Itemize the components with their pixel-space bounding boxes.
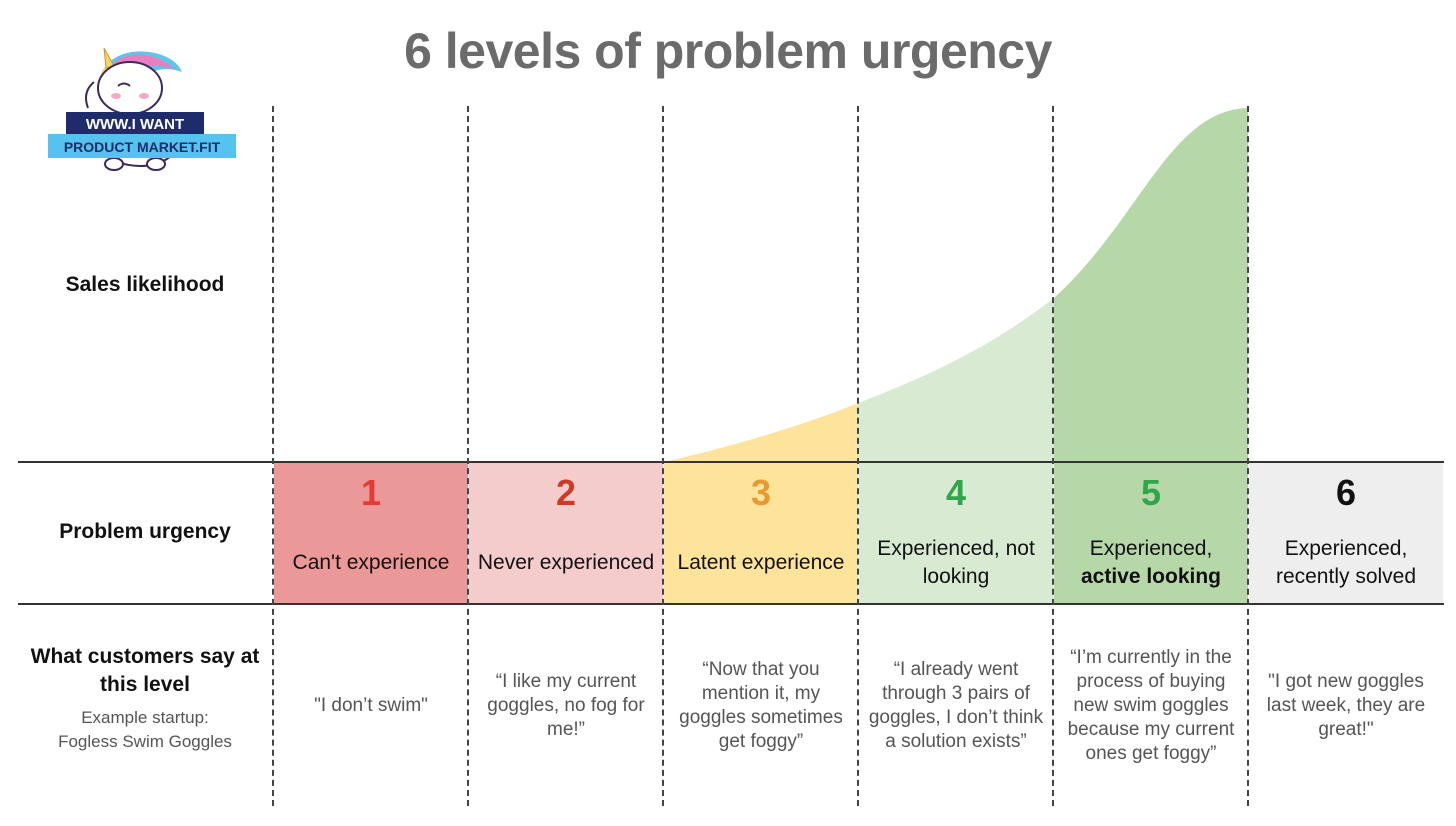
level-2-label: Never experienced	[477, 551, 655, 574]
level-4-quote-line: a solution exists”	[885, 731, 1027, 752]
level-6-cell	[1249, 463, 1443, 604]
column-divider	[272, 106, 274, 806]
sales-likelihood-label: Sales likelihood	[65, 273, 225, 296]
level-6-label-line1: Experienced,	[1284, 537, 1408, 560]
level-3-label: Latent experience	[677, 551, 845, 574]
level-4-quote-line: goggles, I don’t think	[868, 707, 1044, 728]
level-5-number: 5	[1140, 472, 1162, 513]
level-3-number: 3	[750, 472, 772, 513]
level-4-label-line1: Experienced, not	[877, 537, 1035, 560]
level-4-label-line2: looking	[922, 565, 990, 588]
level-5-quote-line: new swim goggles	[1073, 695, 1229, 716]
logo-line1: WWW.I WANT	[86, 116, 184, 133]
level-5-quote-line: “I’m currently in the	[1070, 647, 1232, 668]
column-divider	[662, 106, 664, 806]
logo-line2: PRODUCT MARKET.FIT	[64, 139, 221, 155]
level-3-cell	[664, 463, 858, 604]
example-startup-line1: Example startup:	[81, 708, 209, 727]
level-2-quote-line: me!”	[547, 719, 585, 740]
level-2-quote-line: goggles, no fog for	[487, 695, 645, 716]
level-2-number: 2	[555, 472, 577, 513]
level-6-label-line2: recently solved	[1275, 565, 1417, 588]
unicorn-mascot-icon: WWW.I WANT PRODUCT MARKET.FIT	[48, 47, 236, 171]
page-title: 6 levels of problem urgency	[404, 23, 1052, 79]
divider-bottom	[18, 603, 1444, 605]
level-3-quote-line: “Now that you	[702, 659, 820, 680]
level-4-quote-line: through 3 pairs of	[882, 683, 1030, 704]
level-6-number: 6	[1335, 472, 1357, 513]
problem-urgency-label: Problem urgency	[59, 520, 231, 543]
level-3-quote-line: get foggy”	[718, 731, 804, 752]
column-divider	[467, 106, 469, 806]
level-5-cell	[1054, 463, 1248, 604]
level-1-number: 1	[360, 472, 382, 513]
level-2-cell	[469, 463, 663, 604]
curve-segment-level-4	[858, 298, 1054, 462]
level-1-cell	[274, 463, 468, 604]
level-3-quote-line: mention it, my	[701, 683, 821, 704]
level-1-label: Can't experience	[292, 551, 450, 574]
column-divider	[1052, 106, 1054, 806]
customers-say-label-line2: this level	[100, 673, 190, 696]
curve-segment-level-5	[1054, 108, 1248, 462]
level-2-quote-line: “I like my current	[495, 671, 637, 692]
level-6-quote-line: "I got new goggles	[1268, 671, 1424, 692]
level-4-number: 4	[945, 472, 967, 513]
level-4-quote-line: “I already went	[893, 659, 1019, 680]
level-5-quote-line: process of buying	[1076, 671, 1226, 692]
divider-top	[18, 461, 1444, 463]
level-5-label-line2: active looking	[1080, 565, 1222, 588]
example-startup-line2: Fogless Swim Goggles	[58, 732, 232, 751]
level-1-quote-line: "I don’t swim"	[314, 695, 428, 716]
level-4-cell	[859, 463, 1053, 604]
curve-segment-level-3	[664, 403, 858, 462]
level-6-quote-line: last week, they are	[1266, 695, 1426, 716]
level-6-quote-line: great!"	[1318, 719, 1374, 740]
level-5-label-line1: Experienced,	[1089, 537, 1213, 560]
column-divider	[1247, 106, 1249, 806]
column-divider	[857, 106, 859, 806]
level-5-quote-line: ones get foggy”	[1085, 743, 1217, 764]
customers-say-label-line1: What customers say at	[30, 645, 260, 668]
level-3-quote-line: goggles sometimes	[679, 707, 843, 728]
level-5-quote-line: because my current	[1067, 719, 1235, 740]
